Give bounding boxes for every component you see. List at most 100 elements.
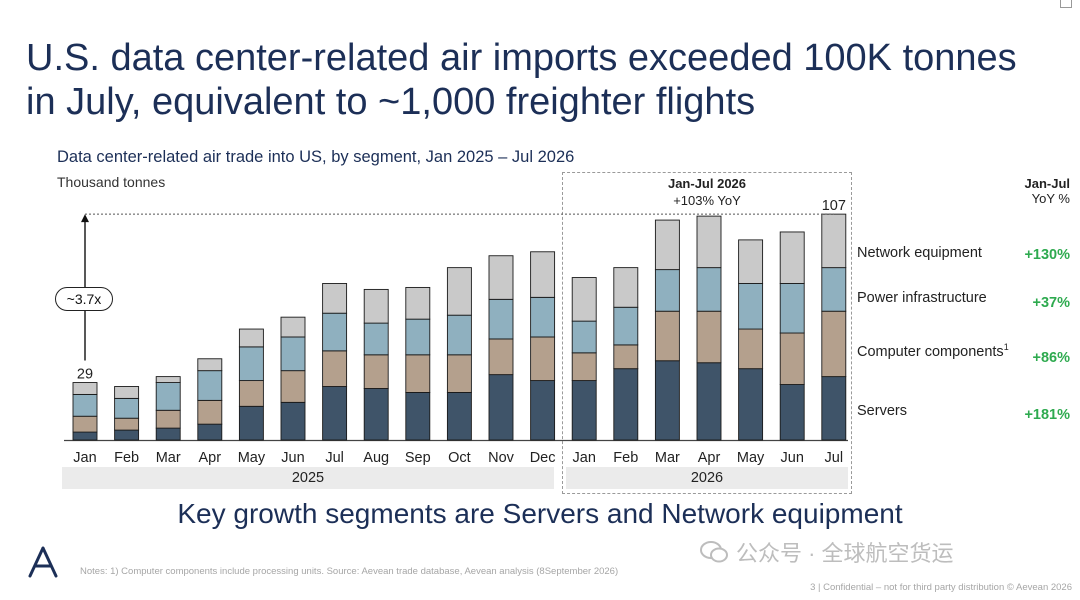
bar-network-equipment-5 [280,316,306,338]
bar-computer-components-12 [571,352,597,382]
bar-network-equipment-8 [405,286,431,320]
x-tick-label: Feb [114,450,139,466]
x-tick-label: Mar [655,450,680,466]
page-footer: 3 | Confidential – not for third party d… [810,582,1072,593]
bar-servers-14 [654,360,680,441]
bar-power-infrastructure-11 [530,296,556,338]
bar-power-infrastructure-2 [155,382,181,411]
bar-servers-10 [488,374,514,441]
bar-network-equipment-12 [571,277,597,322]
bar-servers-2 [155,427,181,441]
x-tick-label: Jun [281,450,304,466]
bar-computer-components-10 [488,338,514,376]
bar-power-infrastructure-13 [613,306,639,346]
bar-computer-components-13 [613,344,639,370]
total-value-label: 29 [77,367,93,383]
bar-computer-components-15 [696,310,722,364]
yoy-computer-components: +86% [1032,350,1071,366]
bar-power-infrastructure-0 [72,393,98,417]
bar-servers-11 [530,380,556,441]
bar-computer-components-8 [405,354,431,393]
legend-network-equipment: Network equipment [857,245,982,261]
bar-computer-components-11 [530,336,556,382]
yoy-header: Jan-Jul YoY % [1000,176,1070,206]
bar-computer-components-9 [446,354,472,393]
yoy-network-equipment: +130% [1024,247,1070,263]
bar-servers-12 [571,380,597,441]
bar-computer-components-1 [114,417,140,431]
highlight-box [562,172,852,494]
bar-power-infrastructure-4 [238,346,264,382]
bar-network-equipment-4 [238,328,264,348]
year-band-2026: 2026 [566,467,848,489]
bar-power-infrastructure-5 [280,336,306,372]
x-tick-label: Jul [825,450,844,466]
bookmark-icon [1060,0,1072,8]
x-tick-label: May [737,450,765,466]
bar-network-equipment-2 [155,376,181,383]
x-tick-label: Apr [698,450,721,466]
aevean-logo [28,546,58,578]
bar-computer-components-3 [197,399,223,425]
bar-network-equipment-6 [322,283,348,314]
x-tick-label: Oct [448,450,471,466]
x-tick-label: Apr [199,450,222,466]
bar-power-infrastructure-3 [197,370,223,401]
growth-arrow-head [81,214,89,223]
bar-network-equipment-9 [446,267,472,316]
bar-power-infrastructure-10 [488,298,514,340]
bar-servers-4 [238,405,264,441]
yoy-header-period: Jan-Jul [1024,176,1070,191]
x-tick-label: Feb [613,450,638,466]
x-tick-label: Sep [405,450,431,466]
legend-computer-components-text: Computer components [857,343,1004,360]
x-tick-label: Jan [573,450,596,466]
bar-servers-8 [405,391,431,441]
key-takeaway: Key growth segments are Servers and Netw… [177,498,903,529]
x-tick-label: Mar [156,450,181,466]
chart-unit-label: Thousand tonnes [57,174,166,190]
yoy-power-infrastructure: +37% [1032,295,1071,311]
bar-power-infrastructure-8 [405,318,431,356]
bar-computer-components-2 [155,409,181,429]
growth-ratio-badge: ~3.7x [55,287,113,311]
page-title: U.S. data center-related air imports exc… [26,37,1017,123]
bar-servers-18 [821,376,847,441]
bar-power-infrastructure-16 [738,283,764,330]
bar-servers-7 [363,388,389,441]
bar-power-infrastructure-18 [821,267,847,312]
highlight-title: Jan-Jul 2026 [667,176,747,191]
x-tick-label: Aug [363,450,389,466]
bar-network-equipment-11 [530,251,556,298]
bar-network-equipment-0 [72,382,98,395]
bar-power-infrastructure-7 [363,322,389,356]
bar-computer-components-18 [821,310,847,378]
x-tick-label: Jun [781,450,804,466]
bar-network-equipment-18 [821,213,847,269]
bar-power-infrastructure-1 [114,397,140,419]
bar-network-equipment-15 [696,215,722,269]
bar-computer-components-16 [738,328,764,370]
bar-servers-3 [197,423,223,441]
bar-servers-9 [446,391,472,441]
bar-power-infrastructure-15 [696,267,722,312]
wechat-icon [700,541,728,563]
watermark-text: 公众号 · 全球航空货运 [736,541,954,566]
bar-network-equipment-14 [654,219,680,271]
bar-computer-components-7 [363,354,389,389]
total-value-label: 107 [822,198,846,214]
bar-network-equipment-3 [197,358,223,372]
bar-power-infrastructure-14 [654,269,680,312]
x-tick-label: Nov [488,450,515,466]
footnotes: Notes: 1) Computer components include pr… [80,566,619,577]
bar-network-equipment-16 [738,239,764,284]
x-tick-label: Jan [73,450,96,466]
bar-network-equipment-17 [779,231,805,284]
footnote-marker: 1 [1003,342,1009,352]
x-tick-label: Dec [530,450,556,466]
bar-computer-components-4 [238,380,264,407]
bar-computer-components-14 [654,310,680,362]
legend-servers: Servers [857,403,907,419]
bar-servers-16 [738,368,764,441]
